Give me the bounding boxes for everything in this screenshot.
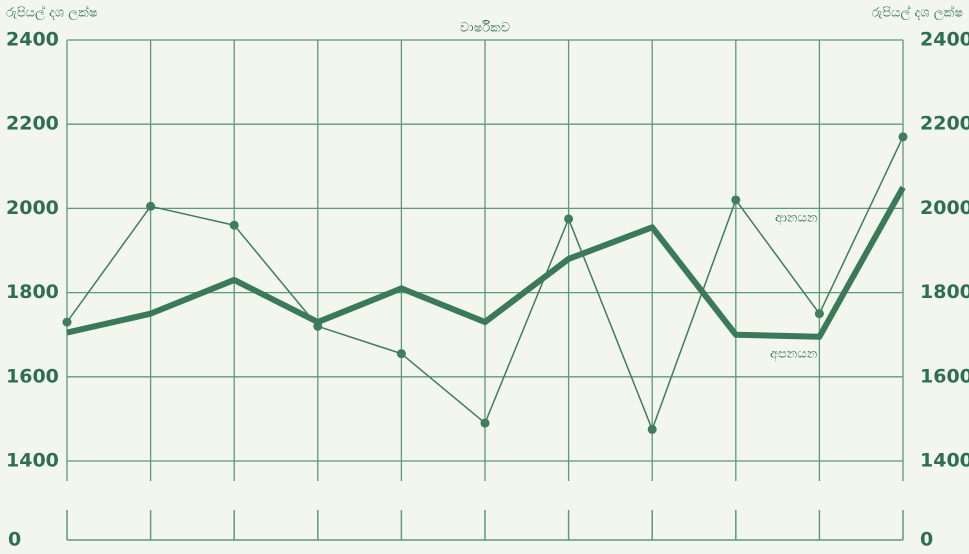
point bbox=[731, 195, 741, 205]
y-axis-label: රුපියල් දශ ලක්ෂ bbox=[6, 4, 98, 20]
chart-title: වාර්ෂිකව bbox=[460, 20, 510, 36]
point bbox=[564, 214, 574, 224]
y-tick-label: 1400 bbox=[6, 450, 59, 472]
y-origin-label: 0 bbox=[8, 529, 21, 551]
y2-tick-label: 1800 bbox=[920, 281, 969, 303]
point bbox=[480, 418, 490, 428]
point bbox=[898, 132, 908, 142]
y2-tick-label: 2400 bbox=[920, 29, 969, 51]
legend-label: ආනයන bbox=[775, 211, 818, 226]
point bbox=[62, 317, 72, 327]
y-tick-label: 2400 bbox=[6, 29, 59, 51]
y-tick-label: 2000 bbox=[6, 197, 59, 219]
point bbox=[647, 424, 657, 434]
point bbox=[396, 349, 406, 359]
y2-tick-label: 1400 bbox=[920, 450, 969, 472]
y-tick-label: 1600 bbox=[6, 365, 59, 387]
point bbox=[814, 309, 824, 319]
y2-tick-label: 2000 bbox=[920, 197, 969, 219]
point bbox=[146, 201, 156, 211]
y-tick-label: 1800 bbox=[6, 281, 59, 303]
point bbox=[229, 220, 239, 230]
y2-tick-label: 2200 bbox=[920, 113, 969, 135]
y2-axis-label: රුපියල් දශ ලක්ෂ bbox=[871, 4, 963, 20]
y2-tick-label: 1600 bbox=[920, 365, 969, 387]
y-tick-label: 2200 bbox=[6, 113, 59, 135]
y2-origin-label: 0 bbox=[920, 529, 933, 551]
line bbox=[66, 185, 906, 340]
legend-label: අපනයන bbox=[770, 347, 818, 362]
